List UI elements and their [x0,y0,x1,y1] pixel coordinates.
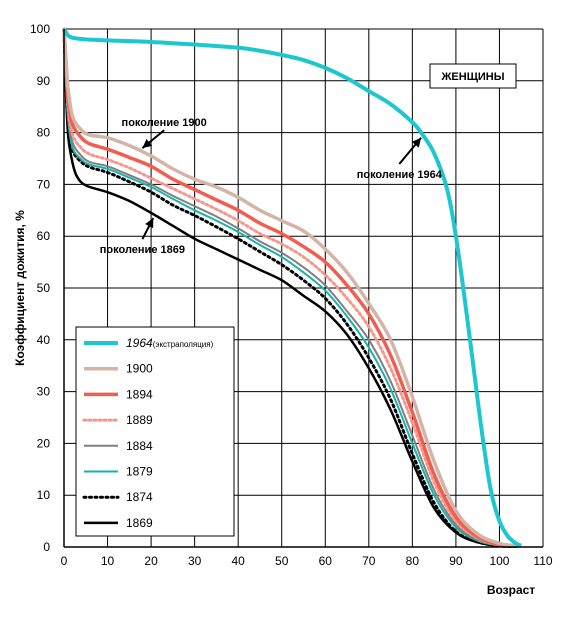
annotation-label: поколение 1964 [357,169,443,181]
x-tick-label: 10 [101,554,115,568]
legend-label-1900: 1900 [126,362,153,376]
legend-label-1894: 1894 [126,387,153,401]
legend-label-1874: 1874 [126,490,153,504]
x-tick-label: 110 [533,554,552,568]
y-tick-label: 90 [37,74,51,88]
x-tick-label: 0 [61,554,68,568]
series-line-1879 [63,28,517,548]
series-line-1964 [62,27,522,548]
women-label: ЖЕНЩИНЫ [440,71,504,83]
y-tick-label: 20 [37,436,51,450]
series-line-1874 [62,27,519,548]
x-tick-label: 100 [489,554,509,568]
x-tick-label: 70 [362,554,376,568]
series-line-1894 [62,28,518,548]
legend-label-1884: 1884 [126,439,153,453]
legend: 1964(экстраполяция) 1900 1894 1889 1884 1879 1… [75,326,235,537]
legend-box [75,326,235,537]
x-tick-label: 50 [275,554,289,568]
y-tick-label: 80 [37,126,51,140]
x-tick-label: 80 [406,554,420,568]
y-axis-title: Коэффициент дожития, % [13,210,27,366]
annotation-arrowhead [142,138,153,149]
x-tick-label: 40 [232,554,246,568]
series-layer [62,27,522,548]
y-tick-label: 10 [37,488,51,502]
y-tick-label: 0 [43,540,50,554]
y-tick-label: 30 [37,385,51,399]
legend-label-1889: 1889 [126,413,153,427]
x-axis-title: Возраст [487,583,535,597]
annotation-arrowhead [411,137,422,148]
y-tick-label: 70 [37,177,51,191]
legend-label-1964: 1964(экстраполяция) [126,336,214,350]
annotations: поколение 1900 поколение 1964 поколение 18… [100,117,443,256]
axes [63,29,543,548]
x-tick-label: 20 [144,554,158,568]
legend-label-suffix: (экстраполяция) [153,340,214,349]
series-line-1869 [62,28,517,548]
x-tick-label: 90 [449,554,463,568]
legend-label-1869: 1869 [126,516,153,530]
y-tick-label: 60 [37,229,51,243]
annotation-label: поколение 1900 [122,117,207,129]
series-line-1900 [62,28,518,548]
x-tick-label: 60 [319,554,333,568]
tick-labels: 0 10 20 30 40 50 60 70 80 90 100 110 0 10 20 30 40 50 60 70… [30,22,553,568]
y-tick-label: 40 [37,333,51,347]
annotation-label: поколение 1869 [100,244,185,256]
x-tick-label: 30 [188,554,202,568]
y-tick-label: 50 [37,281,51,295]
annotation-arrowhead [145,218,154,229]
series-line-1884 [63,28,517,548]
y-tick-label: 100 [30,22,50,36]
legend-label-1879: 1879 [126,465,153,479]
series-line-1889 [62,27,519,548]
women-label-box: ЖЕНЩИНЫ [429,63,517,89]
